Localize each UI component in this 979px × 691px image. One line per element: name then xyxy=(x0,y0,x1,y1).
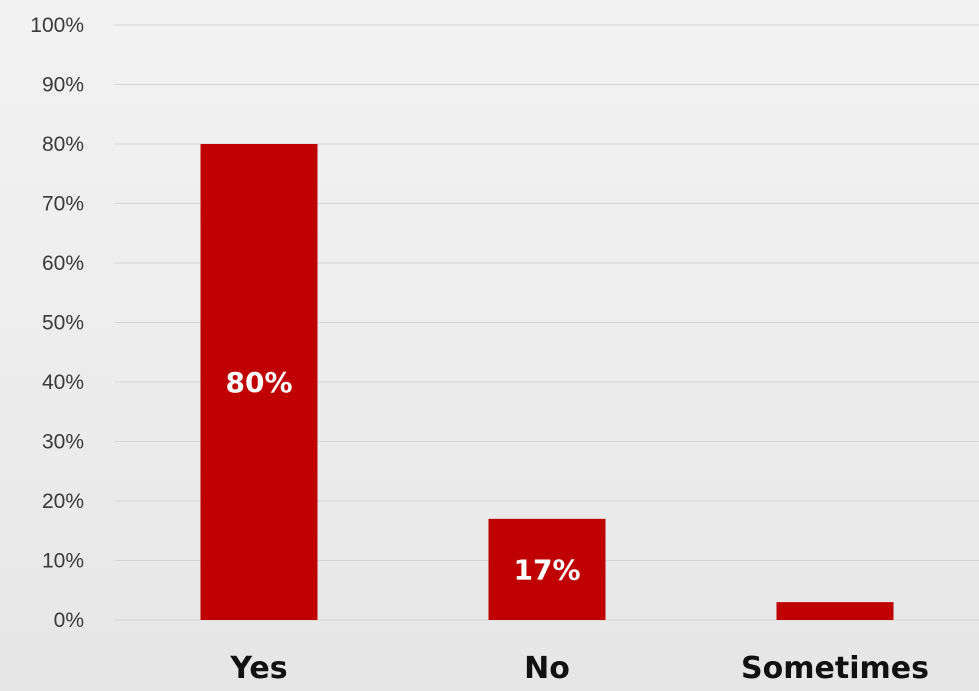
y-axis-tick-labels: 0% 10% 20% 30% 40% 50% 60% 70% 80% 90% 100% xyxy=(30,14,84,632)
bar xyxy=(200,144,318,620)
bar xyxy=(776,602,894,620)
y-tick-label: 50% xyxy=(42,312,84,335)
x-axis-category-labels: Yes No Sometimes xyxy=(229,651,929,686)
y-tick-label: 80% xyxy=(42,133,84,156)
data-label: 17% xyxy=(513,553,580,586)
x-category-label: Yes xyxy=(229,651,287,686)
y-tick-label: 10% xyxy=(42,550,84,573)
y-tick-label: 30% xyxy=(42,431,84,454)
y-tick-label: 100% xyxy=(30,14,84,37)
x-category-label: Sometimes xyxy=(741,651,929,686)
data-labels: 80% 17% xyxy=(225,366,580,586)
y-tick-label: 90% xyxy=(42,74,84,97)
y-tick-label: 70% xyxy=(42,193,84,216)
y-tick-label: 0% xyxy=(54,609,84,632)
data-label: 80% xyxy=(225,366,292,399)
y-tick-label: 20% xyxy=(42,490,84,513)
x-category-label: No xyxy=(524,651,570,686)
y-tick-label: 40% xyxy=(42,371,84,394)
bars xyxy=(200,144,894,620)
bar xyxy=(488,518,606,620)
y-tick-label: 60% xyxy=(42,252,84,275)
